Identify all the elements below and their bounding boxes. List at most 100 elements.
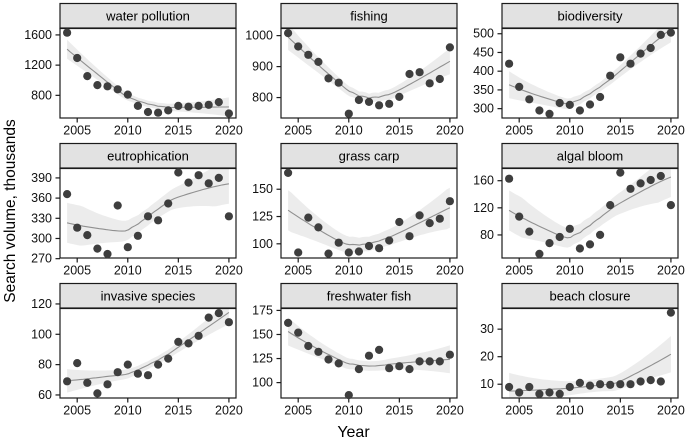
data-point: [525, 95, 534, 104]
y-tick-label: 30: [480, 322, 494, 336]
data-point: [575, 244, 584, 253]
data-point: [143, 212, 153, 221]
data-point: [445, 350, 454, 359]
data-point: [385, 236, 394, 245]
data-point: [535, 249, 544, 258]
x-tick-label: 2020: [215, 124, 243, 138]
facet-title: grass carp: [339, 149, 400, 164]
data-point: [636, 49, 645, 58]
facet-chart-freshwater-fish: freshwater fish 100 125 150 175 2005 2010 2015 2…: [252, 282, 464, 418]
data-point: [214, 98, 223, 107]
data-point: [505, 59, 514, 68]
x-tick-label: 2005: [505, 124, 533, 138]
facet-grass-carp: grass carp 100 125 150 2005 2010 2015 2020: [243, 142, 464, 282]
y-tick-label: 350: [473, 83, 494, 97]
facet-chart-invasive-species: invasive species 60 80 100 120 2005 2010 2015 20…: [31, 282, 243, 418]
facet-eutrophication: eutrophication 270 300 330 360 390 2005 2010 201…: [22, 142, 243, 282]
x-tick-label: 2020: [215, 404, 243, 418]
data-point: [575, 106, 584, 115]
x-tick-label: 2015: [606, 124, 634, 138]
facet-title: algal bloom: [557, 149, 624, 164]
facet-algal-bloom: algal bloom 80 120 160 2005 2010 2015 2020: [464, 142, 685, 282]
x-tick-label: 2015: [385, 404, 413, 418]
x-tick-label: 2010: [114, 404, 142, 418]
x-tick-label: 2005: [505, 404, 533, 418]
facet-fishing: fishing 800 900 1000 2005 2010 2015 2020: [243, 2, 464, 142]
data-point: [204, 100, 213, 109]
data-point: [405, 69, 414, 79]
data-point: [324, 249, 333, 258]
data-point: [666, 28, 675, 37]
data-point: [385, 364, 394, 373]
data-point: [545, 239, 554, 248]
data-point: [73, 359, 82, 368]
data-point: [435, 74, 444, 84]
data-point: [545, 109, 554, 118]
facet-title: freshwater fish: [327, 289, 412, 304]
facet-chart-algal-bloom: algal bloom 80 120 160 2005 2010 2015 2020: [473, 142, 685, 278]
data-point: [525, 227, 534, 236]
y-tick-label: 100: [252, 376, 273, 390]
data-point: [174, 101, 183, 110]
y-tick-label: 125: [252, 210, 273, 224]
data-point: [435, 214, 444, 223]
data-point: [616, 380, 625, 389]
x-tick-label: 2015: [385, 264, 413, 278]
data-point: [626, 59, 635, 68]
data-point: [515, 212, 524, 221]
confidence-ribbon: [67, 308, 229, 393]
data-point: [164, 354, 173, 363]
data-point: [415, 357, 424, 366]
data-point: [425, 219, 434, 228]
data-point: [646, 43, 655, 53]
y-tick-label: 1600: [24, 28, 52, 42]
data-point: [284, 168, 293, 177]
data-point: [113, 85, 122, 94]
x-tick-label: 2020: [436, 124, 464, 138]
data-point: [334, 359, 343, 368]
data-point: [364, 97, 374, 106]
y-tick-label: 10: [480, 377, 494, 391]
data-point: [324, 74, 333, 83]
x-tick-label: 2010: [335, 404, 363, 418]
data-point: [164, 199, 173, 208]
data-point: [133, 231, 142, 240]
facet-strip: [501, 142, 679, 169]
data-point: [93, 244, 102, 253]
data-point: [334, 238, 343, 247]
data-point: [314, 223, 323, 232]
data-point: [575, 378, 584, 387]
data-point: [154, 108, 163, 117]
x-tick-label: 2020: [657, 264, 685, 278]
data-point: [596, 230, 605, 239]
data-point: [314, 347, 323, 356]
y-tick-label: 1200: [24, 58, 52, 72]
x-tick-label: 2020: [436, 264, 464, 278]
data-point: [63, 190, 72, 199]
data-point: [344, 391, 353, 400]
x-tick-label: 2005: [63, 264, 91, 278]
smooth-line: [508, 28, 672, 105]
data-point: [555, 389, 564, 398]
y-tick-label: 150: [252, 327, 273, 341]
data-point: [344, 109, 353, 118]
facet-freshwater-fish: freshwater fish 100 125 150 175 2005 2010 2015 2…: [243, 282, 464, 422]
facet-title: biodiversity: [557, 9, 623, 24]
data-point: [214, 173, 223, 182]
data-point: [565, 100, 574, 109]
data-point: [83, 231, 92, 240]
facet-beach-closure: beach closure 10 20 30 2005 2010 2015 2020: [464, 282, 685, 422]
y-tick-label: 175: [252, 303, 273, 317]
facet-strip: [59, 142, 237, 169]
facet-strip: [59, 2, 237, 29]
data-point: [375, 244, 384, 253]
data-point: [123, 243, 132, 252]
x-axis-title: Year: [337, 424, 370, 441]
data-point: [304, 341, 313, 351]
data-point: [626, 380, 635, 389]
x-tick-label: 2015: [606, 404, 634, 418]
y-tick-label: 100: [31, 327, 52, 341]
data-point: [354, 365, 363, 374]
y-tick-label: 20: [480, 350, 494, 364]
